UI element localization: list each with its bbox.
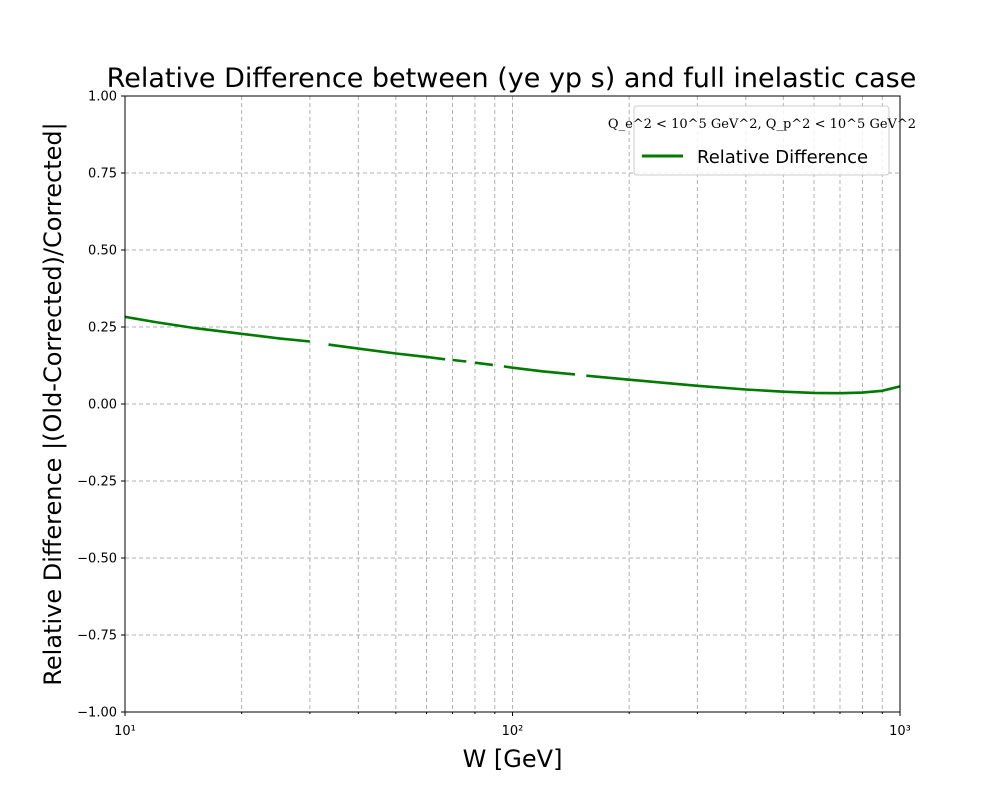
x-tick-label: 10¹ xyxy=(114,724,136,739)
legend-label: Relative Difference xyxy=(697,147,868,168)
series-line-segment xyxy=(452,358,467,363)
series-line-segment xyxy=(586,374,901,395)
series-layer xyxy=(124,315,901,395)
series-line-segment xyxy=(503,365,576,376)
y-tick-label: −0.50 xyxy=(77,552,117,567)
y-tick-label: 0.50 xyxy=(88,244,117,259)
x-tick-label: 10³ xyxy=(889,724,911,739)
y-tick-label: 1.00 xyxy=(88,90,117,105)
y-tick-label: 0.25 xyxy=(88,321,117,336)
series-line-segment xyxy=(328,343,446,361)
series-line-segment xyxy=(124,315,311,343)
grid xyxy=(125,96,900,712)
y-tick-label: −1.00 xyxy=(77,706,117,721)
y-tick-label: 0.75 xyxy=(88,167,117,182)
y-tick-label: −0.25 xyxy=(77,475,117,490)
y-tick-label: 0.00 xyxy=(88,398,117,413)
legend-title: Q_e^2 < 10^5 GeV^2, Q_p^2 < 10^5 GeV^2 xyxy=(608,117,916,132)
y-axis-label: Relative Difference |(Old-Corrected)/Cor… xyxy=(39,122,67,685)
legend-box xyxy=(633,105,890,176)
legend: Q_e^2 < 10^5 GeV^2, Q_p^2 < 10^5 GeV^2 R… xyxy=(608,105,916,176)
chart-title: Relative Difference between (ye yp s) an… xyxy=(107,63,917,94)
x-axis-label: W [GeV] xyxy=(463,745,563,773)
x-tick-label: 10² xyxy=(502,724,524,739)
ticks: −1.00 −0.75 −0.50 −0.25 0.00 0.25 0.50 0.75 1.00… xyxy=(77,90,911,740)
series-line-segment xyxy=(474,361,494,367)
y-tick-label: −0.75 xyxy=(77,629,117,644)
